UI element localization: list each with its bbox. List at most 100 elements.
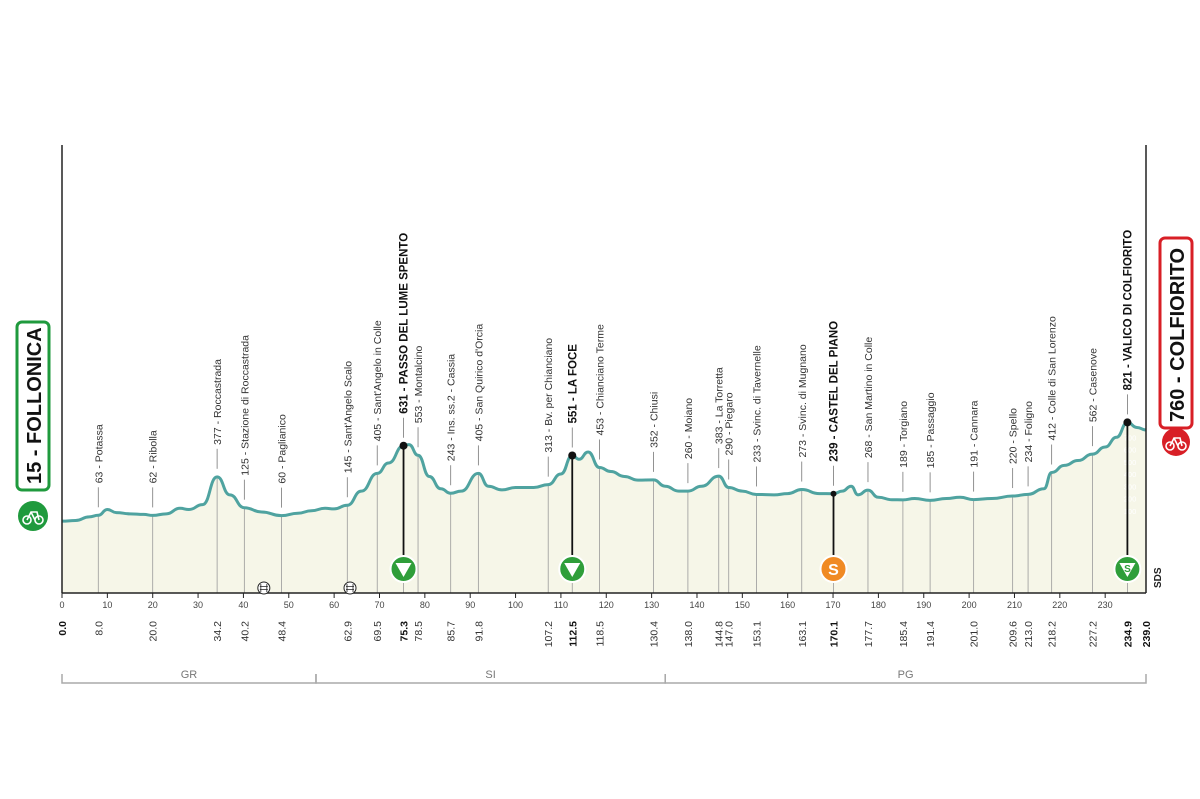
waypoint-label: 260 - Moiano (683, 398, 695, 459)
waypoint-label: 453 - Chianciano Terme (594, 324, 606, 435)
km-label: 107.2 (543, 621, 555, 647)
altitude-tick-label: 400 (1124, 470, 1137, 479)
x-tick-label: 180 (871, 600, 886, 610)
waypoint-label: 243 - Ins. ss.2 - Cassia (446, 354, 458, 462)
km-label: 85.7 (446, 621, 458, 642)
x-tick-label: 160 (780, 600, 795, 610)
x-tick-label: 230 (1098, 600, 1113, 610)
sds-label: SDS (1153, 567, 1164, 588)
start-bike-glyph (22, 511, 44, 525)
x-tick-label: 20 (148, 600, 158, 610)
x-tick-label: 60 (329, 600, 339, 610)
waypoint-label: 125 - Stazione di Roccastrada (239, 335, 251, 476)
km-label: 69.5 (372, 621, 384, 642)
km-label: 0.0 (57, 621, 69, 636)
profile-line (61, 420, 1147, 523)
level-crossings (257, 581, 357, 595)
km-label: 20.0 (148, 621, 160, 642)
climb-dot (399, 441, 408, 450)
km-label: 62.9 (342, 621, 354, 642)
waypoint-label: 239 - CASTEL DEL PIANO (828, 321, 840, 462)
km-label: 34.2 (212, 621, 224, 642)
x-tick-label: 50 (284, 600, 294, 610)
km-label: 147.0 (724, 621, 736, 647)
altitude-scale: 100 200 300 400 500 600 700 (1124, 433, 1137, 516)
km-label: 112.5 (567, 621, 579, 647)
altitude-tick-label: 300 (1124, 482, 1137, 491)
x-tick-label: 150 (735, 600, 750, 610)
altitude-tick-label: 100 (1124, 507, 1137, 516)
waypoint-label: 821 - VALICO DI COLFIORITO (1122, 230, 1134, 391)
profile-fill (62, 422, 1146, 593)
x-tick-label: 90 (465, 600, 475, 610)
x-tick-label: 80 (420, 600, 430, 610)
sprint-dot (830, 490, 837, 497)
x-tick-label: 10 (102, 600, 112, 610)
x-tick-label: 140 (689, 600, 704, 610)
x-tick-label: 170 (826, 600, 841, 610)
province-label: GR (181, 669, 198, 681)
province-label: SI (485, 669, 495, 681)
x-tick-label: 210 (1007, 600, 1022, 610)
x-tick-label: 200 (962, 600, 977, 610)
gpm-triangle-icon (395, 563, 412, 577)
km-label: 130.4 (648, 621, 660, 647)
gpm-triangle-icon (1119, 563, 1136, 577)
x-tick-label: 40 (238, 600, 248, 610)
waypoint-label: 383 - La Torretta (714, 367, 726, 444)
waypoint-label: 189 - Torgiano (898, 401, 910, 468)
waypoint-label: 377 - Roccastrada (212, 359, 224, 445)
waypoint-label: 631 - PASSO DEL LUME SPENTO (399, 233, 411, 414)
waypoint-labels: 63 - Potassa 62 - Ribolla 377 - Roccastrad… (93, 230, 1134, 484)
waypoint-label: 62 - Ribolla (148, 430, 160, 483)
altitude-tick-label: 700 (1124, 433, 1137, 442)
waypoint-label: 405 - Sant'Angelo in Colle (372, 320, 384, 441)
waypoint-label: 191 - Cannara (969, 400, 981, 467)
finish-bike-glyph (1165, 437, 1187, 451)
waypoint-label: 60 - Paglianico (277, 414, 289, 484)
x-tick-label: 220 (1052, 600, 1067, 610)
waypoint-label: 268 - San Martino in Colle (863, 337, 875, 459)
x-tick-label: 70 (374, 600, 384, 610)
x-tick-label: 30 (193, 600, 203, 610)
waypoint-label: 273 - Svinc. di Mugnano (797, 344, 809, 457)
start-badge-frame (15, 320, 51, 492)
waypoint-label: 220 - Spello (1008, 408, 1020, 464)
km-label: 75.3 (399, 621, 411, 642)
km-label: 153.1 (751, 621, 763, 647)
waypoint-label: 313 - Bv. per Chianciano (543, 338, 555, 453)
climb-dot (1123, 418, 1132, 427)
finish-badge: 760 - COLFIORITO (1158, 236, 1194, 456)
km-label: 185.4 (898, 621, 910, 647)
altitude-tick-label: 200 (1124, 495, 1137, 504)
gpm-marker-label: S (1124, 564, 1131, 575)
km-label: 234.9 (1122, 621, 1134, 647)
km-label: 201.0 (969, 621, 981, 647)
x-tick-label: 120 (599, 600, 614, 610)
start-city-label: 15 - FOLLONICA (24, 327, 46, 484)
province-bands: GR SI PG (61, 669, 1147, 684)
km-label: 170.1 (828, 621, 840, 647)
km-label: 138.0 (683, 621, 695, 647)
finish-city-label: 760 - COLFIORITO (1167, 248, 1189, 422)
km-label: 213.0 (1023, 621, 1035, 647)
km-label: 91.8 (473, 621, 485, 642)
waypoint-label: 185 - Passaggio (925, 392, 937, 468)
waypoint-label: 412 - Colle di San Lorenzo (1047, 316, 1059, 440)
waypoint-label: 234 - Foligno (1023, 401, 1035, 462)
sprint-marker-label: S (828, 562, 839, 579)
province-bracket (664, 674, 1147, 684)
waypoint-label: 553 - Montalcino (413, 345, 425, 423)
km-label: 8.0 (93, 621, 105, 636)
km-label: 191.4 (925, 621, 937, 647)
km-label: 209.6 (1008, 621, 1020, 647)
waypoint-label: 551 - LA FOCE (567, 344, 579, 424)
km-label: 218.2 (1047, 621, 1059, 647)
waypoint-label: 145 - Sant'Angelo Scalo (342, 361, 354, 473)
km-label: 177.7 (863, 621, 875, 647)
altitude-tick-label: 600 (1124, 446, 1137, 455)
waypoint-label: 63 - Potassa (93, 424, 105, 483)
climb-points (399, 418, 1132, 555)
